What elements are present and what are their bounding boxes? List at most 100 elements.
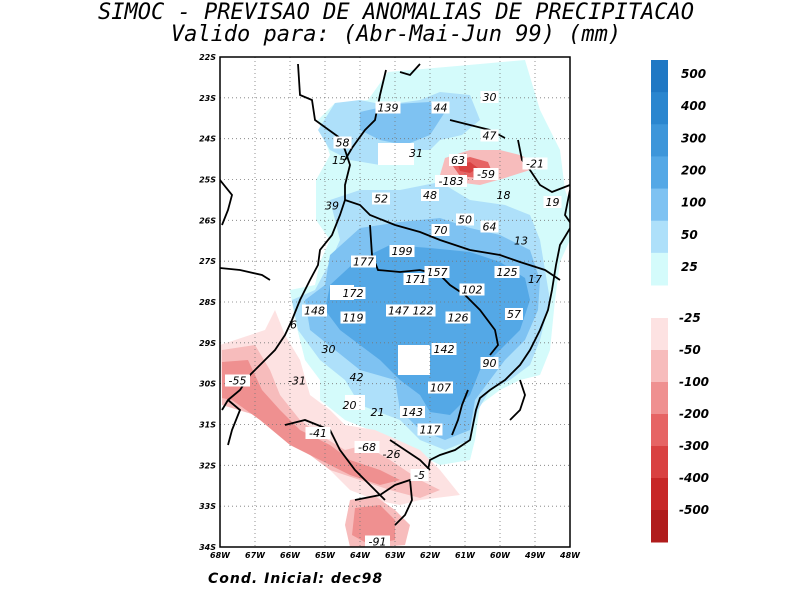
border-south4 — [354, 478, 413, 526]
value-label-text: -26 — [383, 448, 401, 461]
lat-label: 26S — [199, 216, 216, 225]
value-label-text: 117 — [420, 424, 441, 437]
value-label-text: 148 — [304, 305, 325, 318]
value-label-text: -91 — [369, 536, 387, 549]
color-legend: 500 400 300 200 100 50 25 -25 -50 -100 -200 -300 -40… — [651, 60, 709, 543]
value-label-text: 70 — [434, 224, 448, 237]
value-label-bg — [431, 224, 450, 236]
value-label-text: 39 — [325, 200, 339, 213]
value-label-text: -59 — [477, 168, 495, 181]
legend-swatch-positive — [651, 124, 668, 157]
border-river — [469, 249, 561, 281]
value-label-bg — [480, 129, 499, 142]
value-label-bg — [480, 357, 499, 369]
value-label: -31 — [288, 375, 306, 388]
value-label-text: 199 — [392, 245, 413, 258]
lon-label: 61W — [455, 551, 476, 560]
value-label-text: 6 — [290, 319, 297, 332]
value-label: -59 — [473, 168, 499, 181]
value-label-text: 58 — [336, 137, 350, 150]
legend-swatch-negative — [651, 510, 668, 543]
value-label-text: 19 — [546, 196, 560, 209]
value-label-text: 172 — [343, 287, 364, 300]
value-label: 90 — [480, 357, 499, 370]
value-label: 102 — [459, 283, 485, 297]
value-label: 70 — [431, 224, 450, 237]
value-label-bg — [435, 175, 467, 187]
value-label-bg — [424, 266, 450, 278]
value-label-text: -183 — [439, 175, 464, 188]
value-label: 125 — [494, 266, 520, 279]
legend-label-negative: -500 — [679, 503, 709, 517]
value-label-text: 177 — [353, 256, 374, 269]
value-label-bg — [428, 381, 453, 394]
value-label-bg — [480, 220, 499, 233]
lat-label: 23S — [199, 94, 216, 103]
value-label: 143 — [400, 406, 425, 419]
value-label-bg — [445, 311, 471, 324]
value-label-bg — [449, 154, 467, 166]
value-label: 147 — [386, 304, 411, 318]
value-label-bg — [302, 304, 327, 317]
value-label-bg — [522, 157, 548, 170]
value-label-bg — [494, 266, 520, 278]
legend-label-positive: 25 — [681, 260, 698, 274]
value-label-bg — [389, 245, 415, 257]
map-borders — [220, 63, 570, 526]
value-label: 48 — [421, 189, 439, 202]
value-label-bg — [354, 441, 380, 453]
legend-swatch-negative — [651, 350, 668, 383]
value-label-bg — [400, 406, 425, 418]
value-label: 157 — [424, 266, 450, 279]
lat-label: 27S — [199, 257, 216, 266]
value-label-text: 48 — [423, 189, 437, 202]
value-label: 44 — [431, 101, 450, 115]
legend-label-positive: 200 — [681, 164, 706, 178]
value-label-text: 50 — [458, 214, 472, 227]
border-south3 — [389, 439, 431, 471]
lat-label: 30S — [199, 380, 216, 389]
value-label-bg — [305, 427, 331, 439]
lon-label: 65W — [315, 551, 336, 560]
lon-label: 49W — [524, 551, 546, 560]
value-label: -68 — [354, 441, 380, 454]
value-labels: 139 44 30 47 58 15 31 63 -21 -183 -59 48 18 19 39 52 50 6… — [225, 91, 562, 549]
value-label: 6 — [290, 319, 297, 332]
value-label: 20 — [343, 399, 357, 412]
lon-label: 62W — [420, 551, 441, 560]
field-negative-50 — [222, 345, 440, 498]
value-label-text: 126 — [448, 312, 469, 325]
value-label: 50 — [456, 213, 474, 227]
value-label-bg — [459, 283, 485, 296]
value-label: 21 — [371, 406, 385, 419]
coastline-atlantic — [427, 189, 570, 471]
value-label-text: -21 — [526, 158, 544, 171]
lon-label: 63W — [385, 551, 406, 560]
lat-label: 33S — [199, 502, 216, 511]
lon-label: 66W — [280, 551, 301, 560]
value-label-bg — [225, 374, 250, 387]
value-label-text: -31 — [288, 375, 306, 388]
value-label-bg — [505, 308, 523, 320]
border-east-small — [509, 379, 526, 421]
legend-swatch-negative — [651, 414, 668, 447]
field-negative-south-core — [352, 505, 395, 545]
border-lagoon — [451, 389, 469, 436]
value-label-text: 139 — [378, 102, 399, 115]
border-north-range — [344, 69, 387, 161]
value-label-bg — [340, 311, 366, 324]
value-label-text: 21 — [371, 406, 385, 419]
lat-label: 29S — [199, 339, 216, 348]
lat-label: 25S — [199, 176, 216, 185]
value-label-text: 44 — [434, 102, 448, 115]
value-label-bg — [340, 287, 366, 299]
legend-label-negative: -300 — [679, 439, 709, 453]
lon-label: 48W — [559, 551, 581, 560]
value-label-text: 90 — [483, 357, 497, 370]
map-subtitle: Valido para: (Abr-Mai-Jun 99) (mm) — [170, 22, 622, 47]
value-label: 148 — [302, 304, 327, 318]
value-label-text: 64 — [483, 221, 497, 234]
value-label-bg — [421, 189, 439, 201]
value-label-text: 30 — [483, 91, 497, 104]
